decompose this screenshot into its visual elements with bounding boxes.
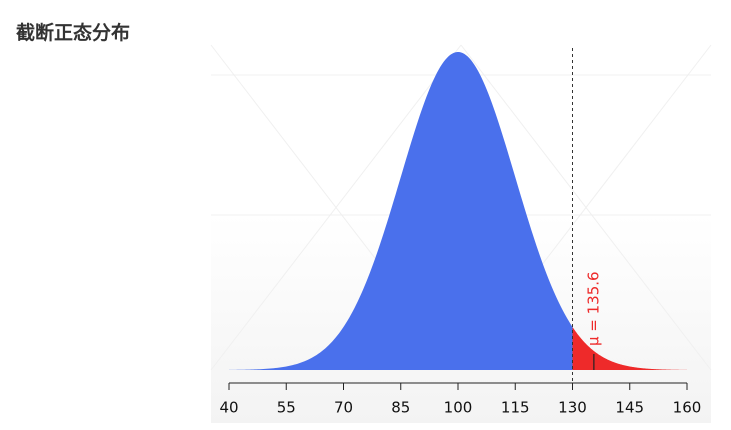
x-tick-label: 85 <box>391 399 410 417</box>
x-tick-label: 70 <box>334 399 353 417</box>
x-tick-label: 100 <box>444 399 473 417</box>
x-tick-label: 160 <box>673 399 702 417</box>
x-tick-label: 40 <box>219 399 238 417</box>
x-tick-label: 55 <box>277 399 296 417</box>
x-tick-label: 145 <box>615 399 644 417</box>
truncated-tail <box>572 326 687 370</box>
density-area <box>229 52 573 371</box>
page-title: 截断正态分布 <box>16 22 131 44</box>
x-tick-label: 115 <box>501 399 530 417</box>
x-tick-label: 130 <box>558 399 587 417</box>
mean-label: μ = 135.6 <box>584 271 602 346</box>
